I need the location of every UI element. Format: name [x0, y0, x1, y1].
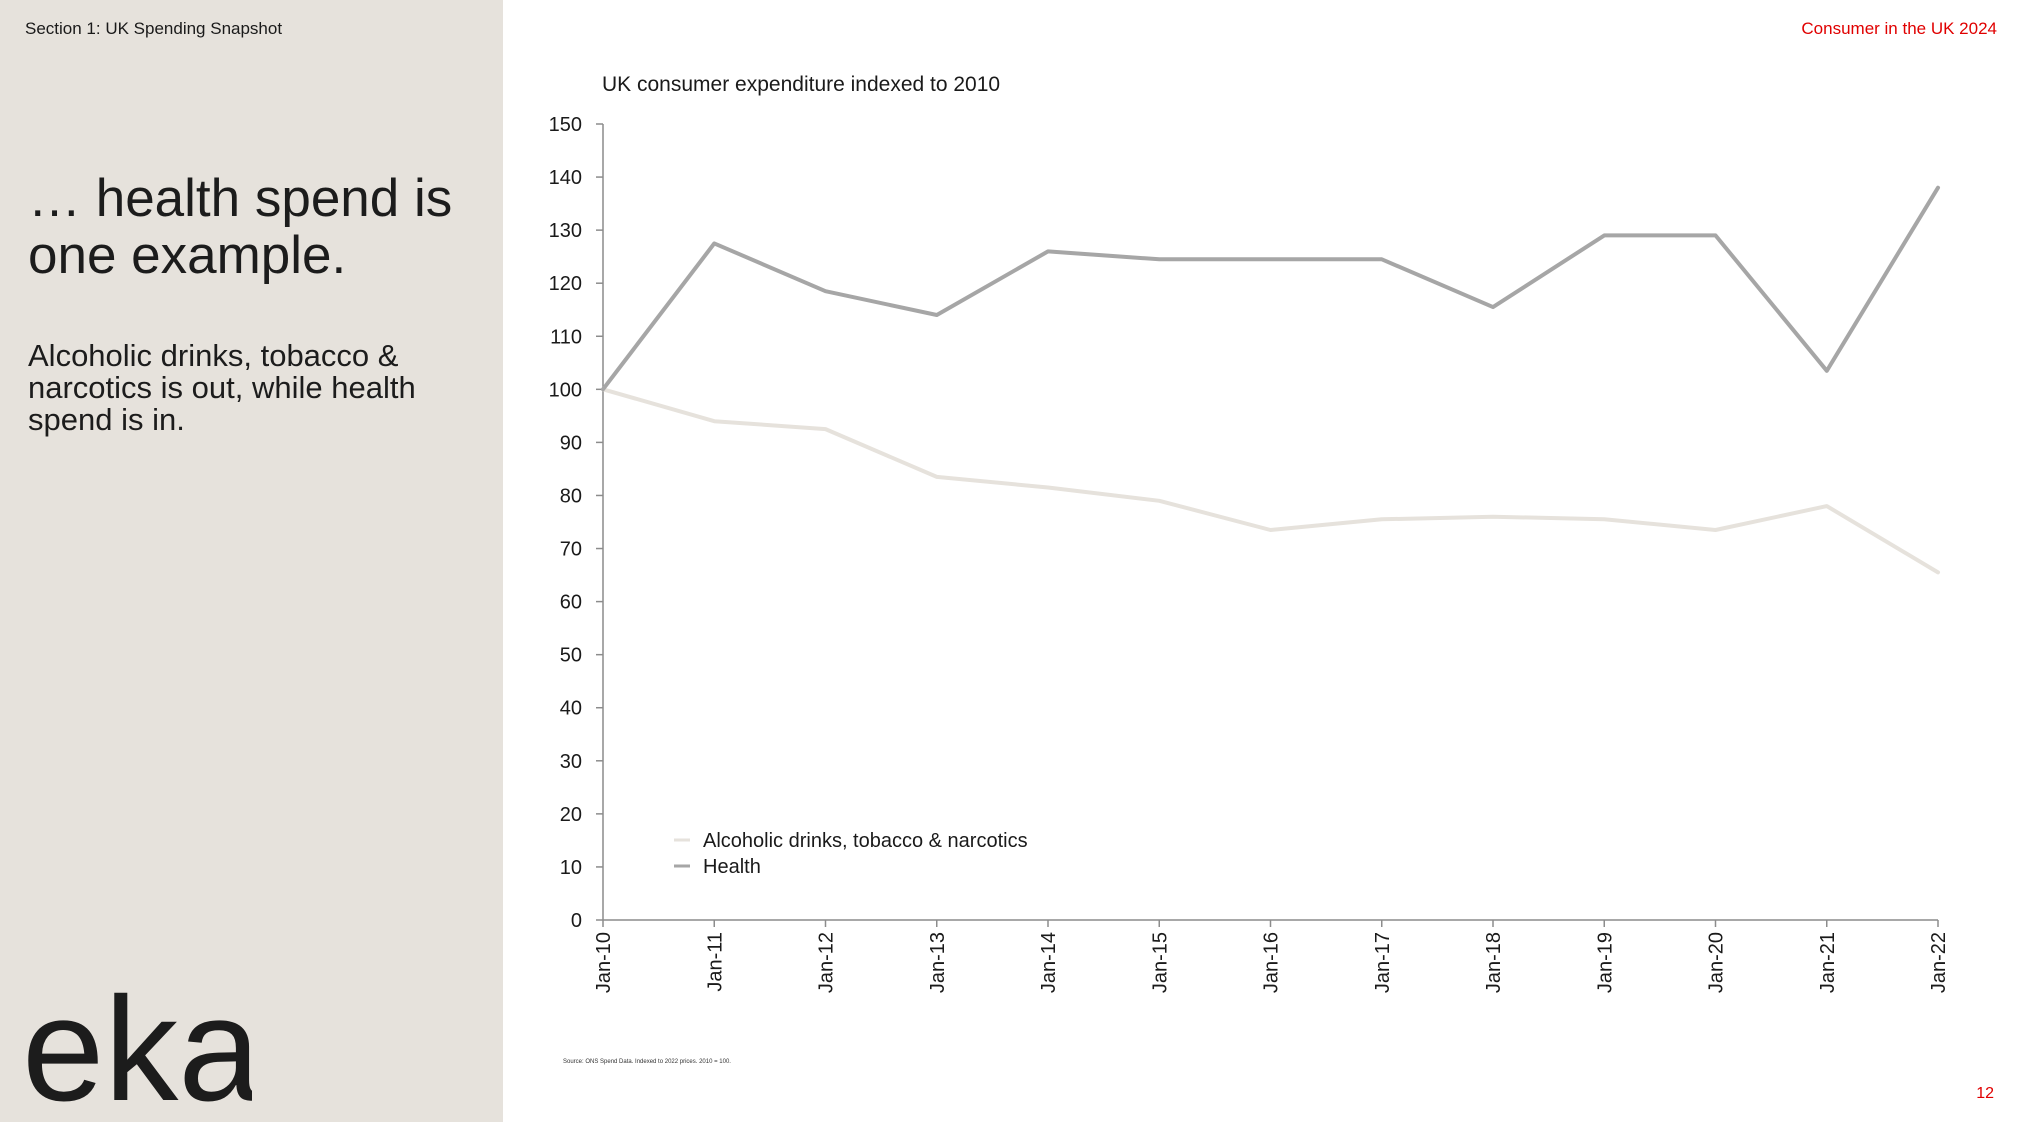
- chart-title: UK consumer expenditure indexed to 2010: [602, 73, 1001, 96]
- y-tick-label: 50: [560, 645, 582, 667]
- source-note: Source: ONS Spend Data. Indexed to 2022 …: [563, 1059, 731, 1065]
- y-tick-label: 10: [560, 857, 582, 879]
- y-tick-label: 80: [560, 485, 582, 507]
- y-tick-label: 100: [549, 379, 582, 401]
- alcohol-series-line: [601, 387, 1940, 575]
- y-tick-label: 140: [549, 167, 582, 189]
- y-tick-label: 30: [560, 751, 582, 773]
- y-tick-label: 120: [549, 273, 582, 295]
- x-tick-label: Jan-20: [1706, 932, 1728, 993]
- legend-label-alcohol: Alcoholic drinks, tobacco & narcotics: [703, 830, 1028, 852]
- x-tick-label: Jan-15: [1149, 932, 1171, 993]
- y-tick-label: 110: [550, 326, 582, 348]
- x-tick-label: Jan-21: [1817, 932, 1839, 993]
- x-tick-label: Jan-12: [816, 932, 838, 993]
- y-tick-label: 60: [560, 592, 582, 614]
- x-tick-label: Jan-18: [1483, 932, 1505, 993]
- x-tick-label: Jan-19: [1594, 932, 1616, 993]
- health-series-line: [601, 185, 1940, 392]
- svg-text:eka: eka: [22, 985, 252, 1105]
- section-label: Section 1: UK Spending Snapshot: [25, 19, 283, 38]
- x-tick-label: Jan-16: [1261, 932, 1283, 993]
- x-tick-label: Jan-22: [1928, 932, 1950, 993]
- x-tick-label: Jan-11: [704, 932, 726, 992]
- x-tick-label: Jan-13: [927, 932, 949, 993]
- page-number: 12: [1976, 1085, 1994, 1102]
- x-tick-label: Jan-17: [1372, 932, 1394, 993]
- y-tick-label: 130: [549, 220, 582, 242]
- legend-label-health: Health: [703, 856, 761, 878]
- subheadline: Alcoholic drinks, tobacco & narcotics is…: [28, 338, 416, 437]
- y-tick-label: 0: [571, 910, 582, 932]
- y-tick-label: 90: [560, 432, 582, 454]
- headline: … health spend is one example.: [28, 169, 453, 285]
- y-tick-label: 150: [549, 114, 582, 136]
- y-tick-label: 70: [560, 539, 582, 561]
- sidebar-panel: Section 1: UK Spending Snapshot … health…: [0, 0, 503, 1122]
- y-tick-label: 40: [560, 698, 582, 720]
- eka-logo: eka: [22, 985, 252, 1105]
- x-tick-label: Jan-14: [1038, 932, 1060, 993]
- x-tick-label: Jan-10: [593, 932, 615, 993]
- report-title: Consumer in the UK 2024: [1801, 19, 1997, 38]
- y-tick-label: 20: [560, 804, 582, 826]
